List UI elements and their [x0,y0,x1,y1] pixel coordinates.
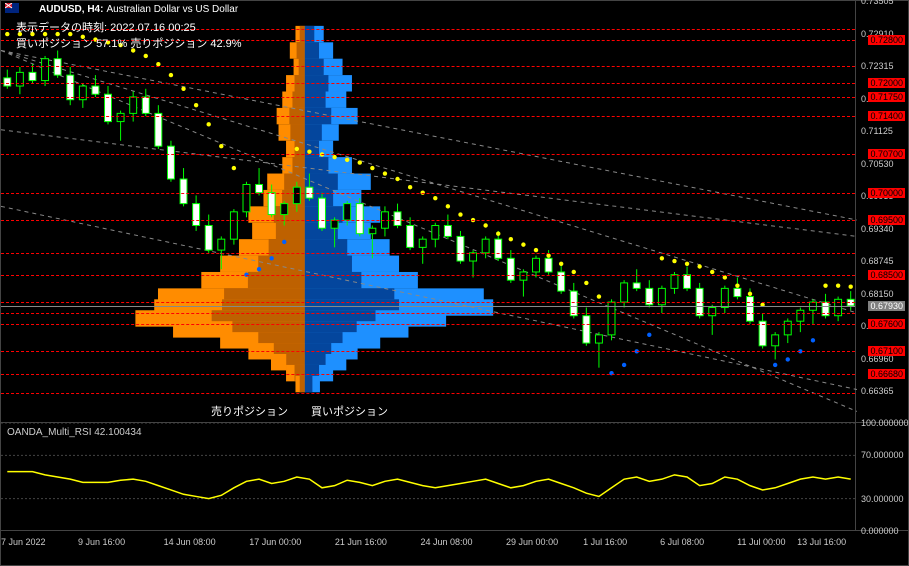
price-level-label: 0.72000 [868,78,905,88]
xaxis-tick: 21 Jun 16:00 [335,537,387,547]
yaxis-tick: 0.70530 [861,159,894,169]
xaxis-tick: 17 Jun 00:00 [249,537,301,547]
flag-au-icon [22,3,36,15]
yaxis-tick: 0.66365 [861,386,894,396]
xaxis-tick: 9 Jun 16:00 [78,537,125,547]
price-level-label: 0.66680 [868,369,905,379]
symbol-label: AUDUSD, H4: [39,4,103,15]
current-price-label: 0.67930 [868,301,905,311]
chart-title-row: AUDUSD, H4: Australian Dollar vs US Doll… [5,3,238,15]
main-chart-svg [1,1,857,424]
xaxis-tick: 11 Jul 00:00 [737,537,785,547]
buy-position-axis-label: 買いポジション [311,403,388,419]
sub-yaxis-tick: 30.000000 [861,494,904,504]
yaxis-tick: 0.69340 [861,224,894,234]
xaxis-tick: 24 Jun 08:00 [420,537,472,547]
price-level-label: 0.68500 [868,270,905,280]
price-level-label: 0.69500 [868,215,905,225]
price-level-label: 0.70700 [868,149,905,159]
price-level-label: 0.71400 [868,111,905,121]
sub-chart-svg [1,423,857,531]
sub-yaxis-tick: 70.000000 [861,450,904,460]
yaxis-tick: 0.73505 [861,0,894,6]
xaxis-tick: 7 Jun 2022 [1,537,46,547]
symbol-desc: Australian Dollar vs US Dollar [106,4,238,15]
xaxis-tick: 29 Jun 00:00 [506,537,558,547]
yaxis-tick: 0.68150 [861,289,894,299]
xaxis-tick: 13 Jul 16:00 [797,537,846,547]
sub-yaxis-tick: 100.000000 [861,418,909,428]
xaxis-tick: 14 Jun 08:00 [164,537,216,547]
price-level-label: 0.67100 [868,346,905,356]
yaxis-tick: 0.71125 [861,126,893,136]
sub-chart-panel[interactable]: OANDA_Multi_RSI 42.100434 [0,423,856,531]
xaxis-tick: 1 Jul 16:00 [583,537,627,547]
sell-position-axis-label: 売りポジション [211,403,288,419]
sub-chart-yaxis: 0.00000030.00000070.000000100.000000 [856,423,909,531]
data-timestamp-row: 表示データの時刻: 2022.07.16 00:25 [16,19,196,35]
position-ratio-row: 買いポジション 57.1% 売りポジション 42.9% [16,35,242,51]
main-chart-yaxis: 0.735050.729100.723150.717200.711250.705… [856,0,909,423]
price-level-label: 0.72800 [868,35,905,45]
xaxis-tick: 6 Jul 08:00 [660,537,704,547]
price-level-label: 0.70000 [868,188,905,198]
sub-indicator-title: OANDA_Multi_RSI 42.100434 [7,427,142,438]
chart-xaxis: 7 Jun 2022 9 Jun 16:00 14 Jun 08:00 17 Jun … [0,531,909,566]
yaxis-tick: 0.68745 [861,256,894,266]
main-chart-panel[interactable]: AUDUSD, H4: Australian Dollar vs US Doll… [0,0,856,423]
price-level-label: 0.67600 [868,319,905,329]
price-level-label: 0.71750 [868,92,905,102]
yaxis-tick: 0.72315 [861,61,894,71]
